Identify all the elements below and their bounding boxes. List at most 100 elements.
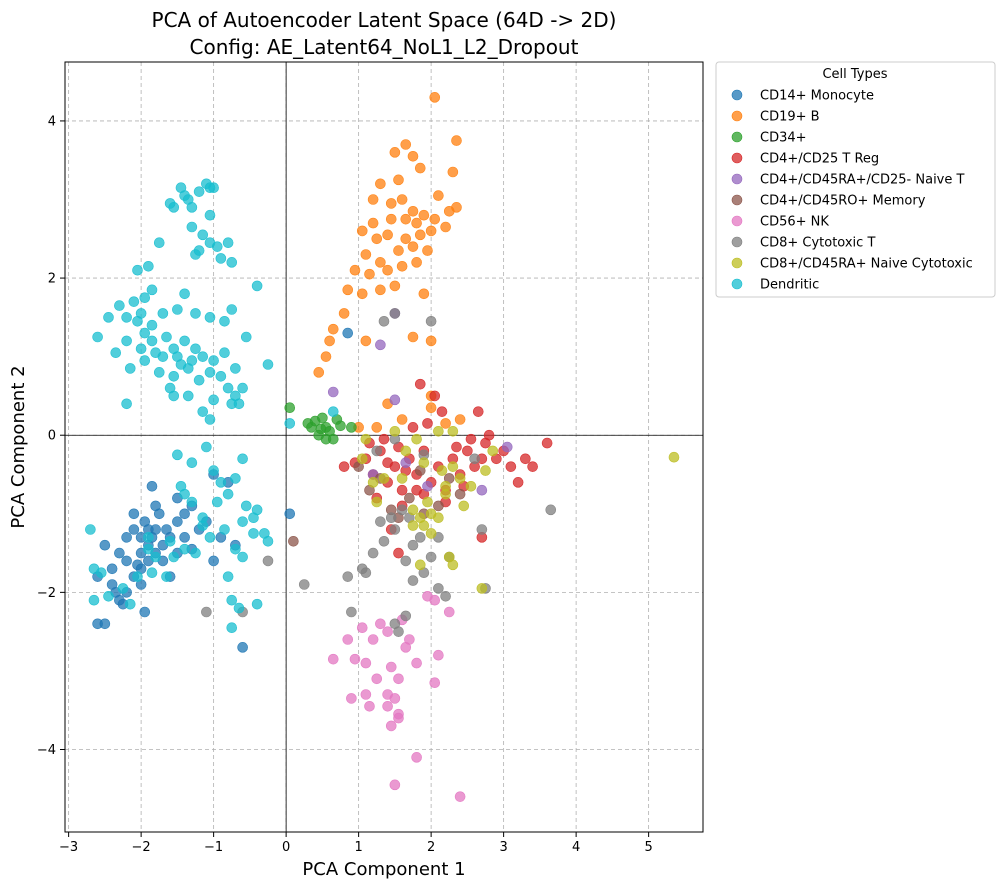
data-point <box>237 642 248 653</box>
data-point <box>139 327 151 339</box>
x-tick-label: 5 <box>644 840 652 855</box>
data-point <box>320 433 332 445</box>
data-point <box>146 567 158 579</box>
data-point <box>349 264 361 276</box>
data-point <box>400 457 412 469</box>
data-point <box>378 535 390 547</box>
data-point <box>161 331 172 343</box>
x-tick-label: 2 <box>427 840 435 855</box>
data-point <box>364 268 375 280</box>
data-point <box>385 512 397 524</box>
data-point <box>356 288 368 300</box>
data-point <box>371 422 383 433</box>
data-point <box>480 465 491 476</box>
y-tick-label: −2 <box>37 586 56 601</box>
data-point <box>342 571 354 582</box>
data-point <box>375 284 386 296</box>
data-point <box>433 512 444 524</box>
data-point <box>541 437 553 449</box>
data-point <box>121 398 132 410</box>
data-point <box>346 422 357 433</box>
series-cd34 <box>284 402 357 445</box>
axis-ticks: −3 −2 −1 0 1 2 3 4 5 −4 −2 0 2 4 <box>37 114 653 855</box>
data-point <box>429 92 441 103</box>
data-point <box>404 492 415 504</box>
data-point <box>208 555 219 567</box>
legend-marker <box>731 194 743 206</box>
data-point <box>175 359 187 370</box>
data-point <box>407 575 419 586</box>
data-point <box>150 524 161 535</box>
legend-items: CD14+ Monocyte CD19+ B CD34+ CD4+/CD25 T Re… <box>731 89 973 293</box>
data-point <box>197 406 209 417</box>
data-point <box>425 225 437 237</box>
x-tick-label: 3 <box>499 840 507 855</box>
data-point <box>106 563 118 575</box>
legend-label-cd4-cd25-t-reg: CD4+/CD25 T Reg <box>760 152 879 167</box>
data-point <box>99 618 111 630</box>
data-point <box>382 626 393 637</box>
data-point <box>371 496 383 508</box>
legend-marker <box>731 89 743 101</box>
data-point <box>211 496 223 508</box>
data-point <box>411 752 422 763</box>
data-point <box>429 390 441 402</box>
legend-marker <box>731 257 743 269</box>
legend-label-cd4-cd45ro-memory: CD4+/CD45RO+ Memory <box>760 194 926 209</box>
data-point <box>422 245 433 256</box>
data-point <box>400 642 412 653</box>
data-point <box>190 249 201 260</box>
data-point <box>146 319 158 331</box>
data-point <box>204 312 216 323</box>
data-point <box>88 563 100 575</box>
data-point <box>197 520 209 531</box>
data-point <box>219 347 230 359</box>
data-point <box>222 571 234 582</box>
data-point <box>422 480 433 492</box>
data-point <box>440 590 451 602</box>
data-point <box>121 312 132 323</box>
legend-marker <box>731 131 743 143</box>
data-point <box>400 213 412 225</box>
data-point <box>411 257 422 268</box>
data-point <box>440 221 451 233</box>
chart-subtitle: Config: AE_Latent64_NoL1_L2_Dropout <box>190 35 579 59</box>
data-point <box>179 508 190 520</box>
y-tick-label: 2 <box>48 272 56 287</box>
data-point <box>389 308 401 319</box>
data-point <box>146 284 158 296</box>
data-point <box>201 441 212 453</box>
data-point <box>117 583 129 594</box>
data-point <box>135 343 147 355</box>
data-point <box>327 653 339 665</box>
data-point <box>393 673 404 685</box>
data-point <box>172 449 183 461</box>
data-point <box>385 720 397 732</box>
data-point <box>349 653 361 665</box>
data-point <box>433 500 444 512</box>
data-point <box>389 425 401 437</box>
series-cd8-cytotoxic-t <box>201 308 557 637</box>
data-point <box>179 543 190 555</box>
data-point <box>433 583 444 594</box>
series-cd4-cd45ro-memory <box>288 461 466 547</box>
legend-label-cd8-cd45ra-naive-cytotoxic: CD8+/CD45RA+ Naive Cytotoxic <box>760 257 973 272</box>
data-point <box>284 508 296 520</box>
data-point <box>161 571 172 582</box>
data-point <box>367 217 379 229</box>
data-point <box>222 382 234 394</box>
data-point <box>469 453 480 465</box>
data-point <box>447 425 459 437</box>
x-tick-label: 0 <box>282 840 290 855</box>
data-point <box>389 779 401 791</box>
data-point <box>378 433 390 445</box>
data-point <box>237 382 248 394</box>
data-point <box>451 202 462 213</box>
data-point <box>385 661 397 673</box>
data-point <box>356 622 368 634</box>
legend-box <box>715 61 996 298</box>
data-point <box>222 237 234 249</box>
data-point <box>320 351 332 362</box>
data-point <box>389 394 401 406</box>
